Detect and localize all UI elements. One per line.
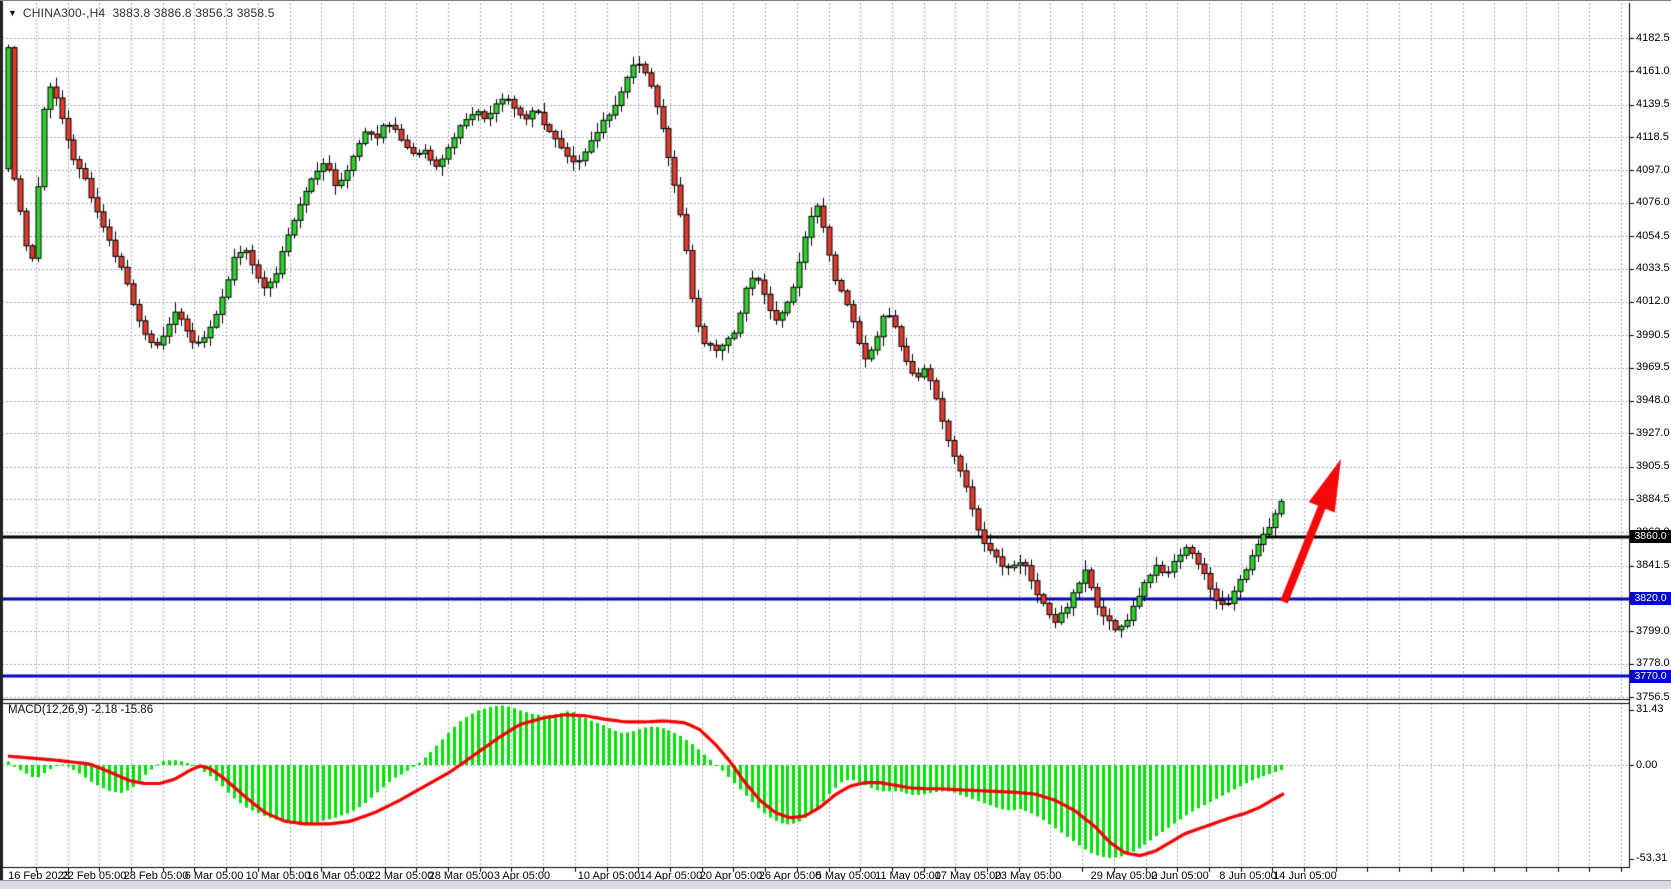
bottom-strip [0, 880, 1671, 889]
price-axis-label: 3756.5 [1636, 690, 1670, 703]
time-axis-label: 16 Mar 05:00 [306, 870, 372, 882]
time-axis-label: 2 Jun 05:00 [1151, 870, 1209, 882]
chart-dropdown-icon[interactable]: ▼ [8, 8, 17, 18]
time-axis-label: 22 Mar 05:00 [368, 870, 434, 882]
price-axis-label: 4076.0 [1636, 196, 1670, 209]
time-axis-label: 5 May 05:00 [815, 870, 877, 882]
symbol-title: CHINA300-,H4 3883.8 3886.8 3856.3 3858.5 [23, 6, 275, 20]
time-axis-label: 11 May 05:00 [875, 870, 941, 882]
time-axis-label: 23 May 05:00 [994, 870, 1062, 882]
time-axis-label: 20 Apr 05:00 [699, 870, 763, 882]
price-axis-label: 4054.5 [1636, 229, 1670, 242]
time-axis-label: 28 Mar 05:00 [428, 870, 494, 882]
time-axis-label: 14 Jun 05:00 [1273, 870, 1337, 882]
macd-axis-label: -53.31 [1636, 852, 1668, 865]
time-axis-label: 3 Apr 05:00 [493, 870, 551, 882]
time-axis-label: 14 Apr 05:00 [639, 870, 703, 882]
price-tag: 3860.0 [1630, 530, 1671, 544]
price-axis-label: 4033.5 [1636, 262, 1670, 274]
price-axis-label: 4161.0 [1636, 64, 1670, 77]
price-tag: 3770.0 [1630, 669, 1671, 683]
price-axis-label: 4182.5 [1636, 31, 1670, 44]
price-axis-label: 3799.0 [1636, 624, 1670, 637]
time-axis-label: 26 Apr 05:00 [758, 870, 822, 882]
time-axis-label: 29 May 05:00 [1090, 870, 1158, 882]
price-axis-label: 3778.0 [1636, 657, 1670, 670]
price-axis-label: 3927.0 [1636, 426, 1670, 439]
price-axis-label: 4139.5 [1636, 98, 1670, 111]
time-axis-label: 16 Feb 2023 [8, 870, 70, 882]
time-axis-label: 10 Apr 05:00 [577, 870, 641, 882]
price-axis-label: 3990.5 [1636, 328, 1670, 341]
price-tag: 3820.0 [1630, 592, 1671, 606]
time-axis-label: 10 Mar 05:00 [245, 870, 311, 882]
time-axis-label: 8 Jun 05:00 [1219, 870, 1277, 882]
time-axis-label: 6 Mar 05:00 [184, 870, 244, 882]
macd-indicator-label: MACD(12,26,9) -2.18 -15.86 [8, 704, 154, 716]
price-axis-label: 4097.0 [1636, 163, 1670, 176]
ohlc-values: 3883.8 3886.8 3856.3 3858.5 [112, 6, 275, 20]
price-axis-label: 4012.0 [1636, 295, 1670, 308]
time-axis-label: 28 Feb 05:00 [123, 870, 189, 882]
price-axis-label: 3884.5 [1636, 492, 1670, 505]
price-axis-label: 3841.5 [1636, 559, 1670, 572]
price-axis-label: 4118.5 [1636, 130, 1669, 143]
time-axis-label: 22 Feb 05:00 [61, 870, 127, 882]
chart-titlebar: ▼ CHINA300-,H4 3883.8 3886.8 3856.3 3858… [8, 5, 275, 21]
symbol-name: CHINA300-,H4 [22, 6, 106, 20]
price-axis-label: 3905.5 [1636, 460, 1670, 473]
time-axis-label: 17 May 05:00 [934, 870, 1002, 882]
price-axis-label: 3969.5 [1636, 361, 1670, 373]
price-axis-label: 3948.0 [1636, 394, 1670, 407]
macd-axis-label: 0.00 [1636, 758, 1658, 771]
macd-axis-label: 31.43 [1636, 703, 1664, 716]
